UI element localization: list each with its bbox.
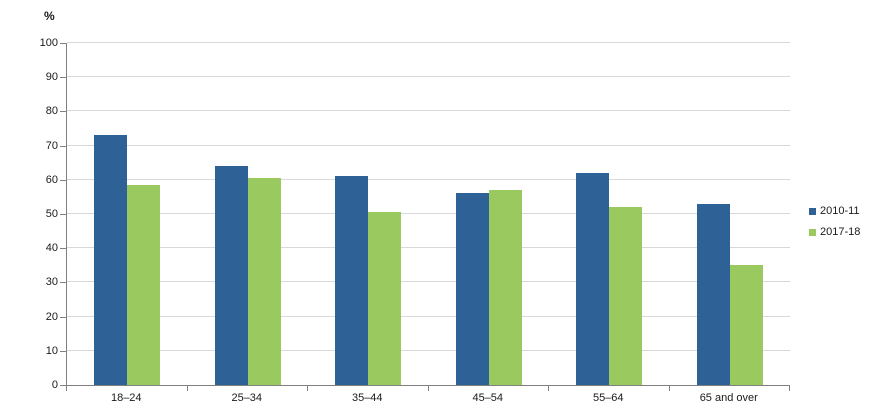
x-axis-tick [428,386,429,391]
bar-group-35-44 [308,43,429,385]
bar-group-45-54 [429,43,550,385]
y-axis-tick-label: 30 [45,276,58,289]
bar-2010-11-18-24 [94,135,128,385]
bar-2017-18-45-54 [488,190,522,385]
bar-group-55-64 [549,43,670,385]
y-axis-tick-label: 80 [45,105,58,118]
bar-2017-18-25-34 [247,178,281,385]
x-axis-label: 45–54 [472,392,504,404]
legend-swatch-2017-18 [809,228,816,236]
bar-group-18-24 [67,43,188,385]
y-axis-tick-label: 0 [51,379,58,391]
y-axis-tick [60,77,66,78]
x-axis-label: 65 and over [699,392,758,404]
legend-item-2010-11: 2010-11 [809,205,860,217]
y-axis-tick [60,385,66,386]
y-axis-tick [60,214,66,215]
bar-2017-18-65-and-over [729,265,763,385]
y-axis-tick-label: 10 [45,344,58,357]
y-axis-tick [60,351,66,352]
y-axis-tick [60,111,66,112]
gridline [67,349,790,351]
bar-2010-11-45-54 [455,193,489,385]
legend-label-2017-18: 2017-18 [820,226,861,238]
y-axis-tick [60,282,66,283]
gridline [67,281,790,283]
legend-swatch-2010-11 [809,207,816,215]
legend-item-2017-18: 2017-18 [809,226,860,238]
bar-2010-11-55-64 [576,172,610,385]
x-axis-label: 18–24 [110,392,142,404]
x-axis-tick [548,386,549,391]
x-axis-tick [669,386,670,391]
bar-2010-11-65-and-over [696,203,730,385]
y-axis-tick [60,248,66,249]
y-axis-tick-label: 100 [39,37,58,49]
y-axis-tick [60,180,66,181]
gridline [67,76,790,78]
x-axis-label: 35–44 [351,392,383,404]
bar-2017-18-35-44 [368,212,402,385]
y-axis-tick-label: 90 [45,71,58,84]
y-axis-tick-label: 50 [45,208,58,220]
y-axis-title: % [44,9,55,23]
x-axis-tick [789,386,790,391]
gridline [67,247,790,249]
x-axis-tick [187,386,188,391]
y-axis-tick-label: 40 [45,242,58,255]
y-axis-tick-label: 70 [45,139,58,152]
y-axis-tick [60,146,66,147]
gridline [67,213,790,214]
gridline [67,315,790,317]
gridline [67,42,790,43]
y-axis-tick-label: 20 [45,310,58,323]
bar-2010-11-25-34 [214,166,248,385]
legend: 2010-11 2017-18 [809,205,860,247]
x-axis-tick [307,386,308,391]
legend-label-2010-11: 2010-11 [820,205,860,217]
plot-area [66,42,791,386]
gridline [67,178,790,180]
bar-group-65-and-over [670,43,791,385]
x-axis-label: 55–64 [592,392,624,404]
gridline [67,144,790,146]
bar-2017-18-18-24 [127,184,161,385]
y-axis-tick [60,317,66,318]
gridline [67,110,790,112]
x-axis-label: 25–34 [231,392,263,404]
y-axis-tick-label: 60 [45,173,58,186]
bar-2017-18-55-64 [609,207,643,385]
y-axis-tick [60,43,66,44]
bar-group-25-34 [188,43,309,385]
x-axis-tick [66,386,67,391]
bar-2010-11-35-44 [335,176,369,385]
